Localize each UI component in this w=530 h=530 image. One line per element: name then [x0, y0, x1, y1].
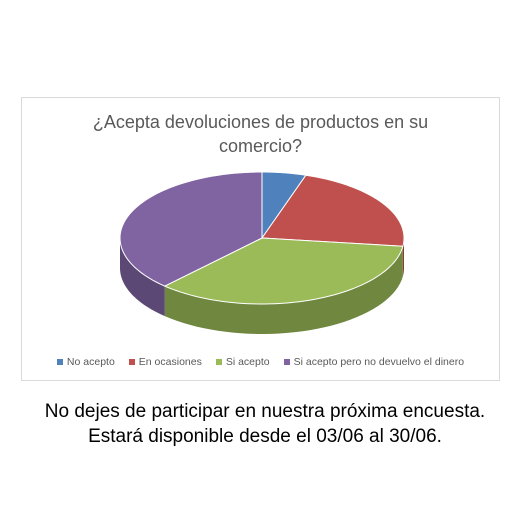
pie-slice-1 [261, 174, 405, 247]
pie-side-2 [164, 246, 403, 334]
pie-chart [119, 171, 405, 334]
pie-slice-3 [119, 171, 263, 287]
chart-frame: ¿Acepta devoluciones de productos en su … [21, 97, 500, 381]
legend-item: En ocasiones [128, 356, 202, 368]
pie-slice-2 [163, 237, 404, 305]
legend-swatch [128, 359, 135, 365]
chart-legend: No acepto En ocasiones Si acepto Si acepto … [22, 356, 499, 368]
footer-line-2: Estará disponible desde el 03/06 al 30/0… [88, 426, 442, 447]
legend-item: Si acepto [215, 356, 270, 368]
pie-side-1 [402, 238, 404, 277]
legend-label: En ocasiones [138, 356, 202, 368]
pie-side-3 [120, 238, 165, 317]
legend-swatch [283, 359, 290, 365]
legend-label: Si acepto pero no devuelvo el dinero [293, 356, 465, 368]
legend-swatch [215, 359, 222, 365]
legend-label: Si acepto [225, 356, 270, 368]
legend-item: No acepto [56, 356, 115, 368]
chart-title: ¿Acepta devoluciones de productos en su … [92, 112, 429, 156]
pie-sides [120, 238, 404, 334]
pie-tops [119, 171, 405, 305]
legend-label: No acepto [66, 356, 115, 368]
footer-line-1: No dejes de participar en nuestra próxim… [44, 401, 486, 422]
legend-item: Si acepto pero no devuelvo el dinero [283, 356, 465, 368]
legend-swatch [56, 359, 63, 365]
